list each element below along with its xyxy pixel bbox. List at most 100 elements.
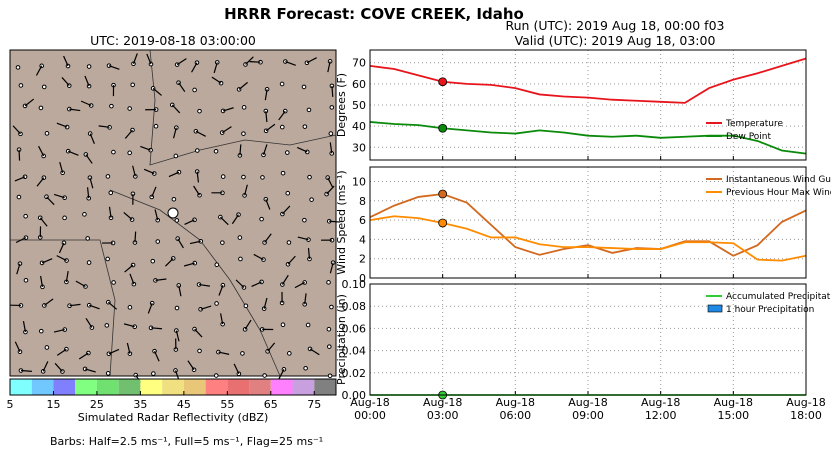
legend-label: Temperature xyxy=(725,119,783,129)
current-marker xyxy=(439,124,447,132)
barb xyxy=(332,86,333,97)
station xyxy=(106,257,110,261)
figure-title: HRRR Forecast: COVE CREEK, Idaho xyxy=(224,5,524,23)
y-axis-label: Wind Speed (ms⁻¹) xyxy=(335,170,348,274)
station xyxy=(288,352,292,356)
x-tick-label: 15:00 xyxy=(717,409,749,422)
station xyxy=(327,345,331,349)
y-tick-label: 60 xyxy=(352,78,366,91)
colorbar-segment xyxy=(206,379,228,395)
station xyxy=(261,176,265,180)
colorbar-segment xyxy=(53,379,75,395)
y-tick-label: 0.00 xyxy=(342,389,367,402)
station xyxy=(19,84,23,88)
colorbar-tick-label: 15 xyxy=(46,398,60,411)
station xyxy=(242,132,246,136)
station xyxy=(151,259,155,263)
legend-label: Previous Hour Max Wind xyxy=(726,188,831,198)
colorbar-segment xyxy=(314,379,336,395)
station xyxy=(239,257,243,261)
station xyxy=(198,349,202,353)
colorbar-tick-label: 55 xyxy=(220,398,234,411)
x-tick-label: 09:00 xyxy=(572,409,604,422)
station xyxy=(110,104,114,108)
station xyxy=(214,150,218,154)
station xyxy=(310,198,314,202)
station xyxy=(306,323,310,327)
y-tick-label: 0.10 xyxy=(342,278,367,291)
y-tick-label: 30 xyxy=(352,141,366,154)
station xyxy=(112,281,116,285)
colorbar-segment xyxy=(293,379,315,395)
y-tick-label: 50 xyxy=(352,99,366,112)
map-title: UTC: 2019-08-18 03:00:00 xyxy=(90,33,256,48)
barbs-note: Barbs: Half=2.5 ms⁻¹, Full=5 ms⁻¹, Flag=… xyxy=(50,435,323,448)
station xyxy=(105,324,109,328)
y-tick-label: 6 xyxy=(359,214,366,227)
station xyxy=(304,366,308,370)
station xyxy=(45,346,49,350)
colorbar-segment xyxy=(32,379,54,395)
station xyxy=(196,149,200,153)
station xyxy=(45,132,49,136)
colorbar-tick-label: 35 xyxy=(133,398,147,411)
station xyxy=(175,306,179,310)
station xyxy=(241,352,245,356)
map xyxy=(10,50,340,384)
colorbar-tick-label: 65 xyxy=(264,398,278,411)
valid-label: Valid (UTC): 2019 Aug 18, 03:00 xyxy=(515,33,716,48)
station xyxy=(242,106,246,110)
station xyxy=(302,85,306,89)
station xyxy=(281,323,285,327)
station xyxy=(128,151,132,155)
station xyxy=(285,151,289,155)
y-axis-label: Degrees (F) xyxy=(335,73,348,137)
station xyxy=(280,82,284,86)
colorbar-segment xyxy=(227,379,249,395)
station xyxy=(156,240,160,244)
station xyxy=(287,241,291,245)
station xyxy=(42,85,46,89)
station xyxy=(280,125,284,129)
colorbar-segment xyxy=(75,379,97,395)
y-tick-label: 40 xyxy=(352,120,366,133)
colorbar-segment xyxy=(184,379,206,395)
station xyxy=(242,175,246,179)
station xyxy=(238,236,242,240)
station xyxy=(198,109,202,113)
station xyxy=(221,175,225,179)
station xyxy=(131,83,135,87)
station xyxy=(24,214,28,218)
legend-label: Instantaneous Wind Gust xyxy=(726,175,831,185)
colorbar-segment xyxy=(140,379,162,395)
station xyxy=(128,107,132,111)
station xyxy=(152,372,156,376)
x-tick-label: 06:00 xyxy=(499,409,531,422)
station xyxy=(260,217,264,221)
station xyxy=(330,106,334,110)
colorbar-tick-label: 25 xyxy=(90,398,104,411)
legend-label: 1 hour Precipitation xyxy=(726,305,814,315)
station xyxy=(329,132,333,136)
location-marker xyxy=(168,208,178,218)
x-tick-label: 00:00 xyxy=(354,409,386,422)
current-marker xyxy=(439,219,447,227)
station xyxy=(175,219,179,223)
barb xyxy=(135,232,136,243)
x-tick-label: Aug-18 xyxy=(496,396,535,409)
colorbar-segment xyxy=(97,379,119,395)
station xyxy=(87,65,91,69)
station xyxy=(215,302,219,306)
x-tick-label: Aug-18 xyxy=(714,396,753,409)
station xyxy=(16,66,20,70)
station xyxy=(327,281,331,285)
x-tick-label: Aug-18 xyxy=(786,396,825,409)
y-tick-label: 10 xyxy=(352,175,366,188)
station xyxy=(286,191,290,195)
station xyxy=(328,374,332,378)
station xyxy=(106,175,110,179)
station xyxy=(215,263,219,267)
legend-label: Dew Point xyxy=(726,132,772,142)
station xyxy=(109,191,113,195)
